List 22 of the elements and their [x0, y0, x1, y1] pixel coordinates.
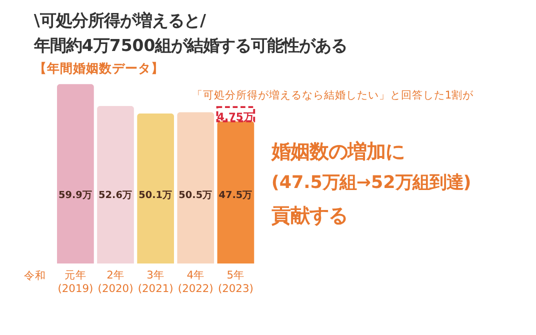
- x-tick-label: 5年 (2023): [218, 268, 254, 296]
- data-label: 50.1万: [138, 190, 173, 202]
- text: 令和: [24, 268, 46, 282]
- x-tick-label: 4年 (2022): [178, 268, 214, 296]
- bar: [137, 113, 174, 264]
- x-tick-label: 3年 (2021): [138, 268, 174, 296]
- text: 婚姻数の増加に: [270, 140, 404, 163]
- annotation: 「可処分所得が増えるなら結婚したい」と回答した1割が: [192, 88, 475, 102]
- chart-subtitle: 【年間婚姻数データ】: [34, 60, 164, 76]
- data-label: 52.6万: [98, 190, 132, 202]
- bar: [217, 121, 254, 264]
- chart-title: \可処分所得が増えると/ 年間約4万7500組が結婚する可能性がある: [32, 10, 348, 56]
- text: (47.5万組→52万組到達): [271, 172, 472, 193]
- bar: [97, 106, 134, 264]
- x-tick-label: 元年 (2019): [58, 268, 94, 296]
- data-label: 50.5万: [178, 190, 213, 202]
- bar: [177, 112, 214, 264]
- text: 貢献する: [270, 204, 348, 227]
- data-label: 47.5万: [218, 190, 253, 202]
- x-tick-label: 2年 (2020): [98, 268, 134, 296]
- bar: [57, 84, 94, 264]
- data-label: 59.9万: [58, 190, 92, 202]
